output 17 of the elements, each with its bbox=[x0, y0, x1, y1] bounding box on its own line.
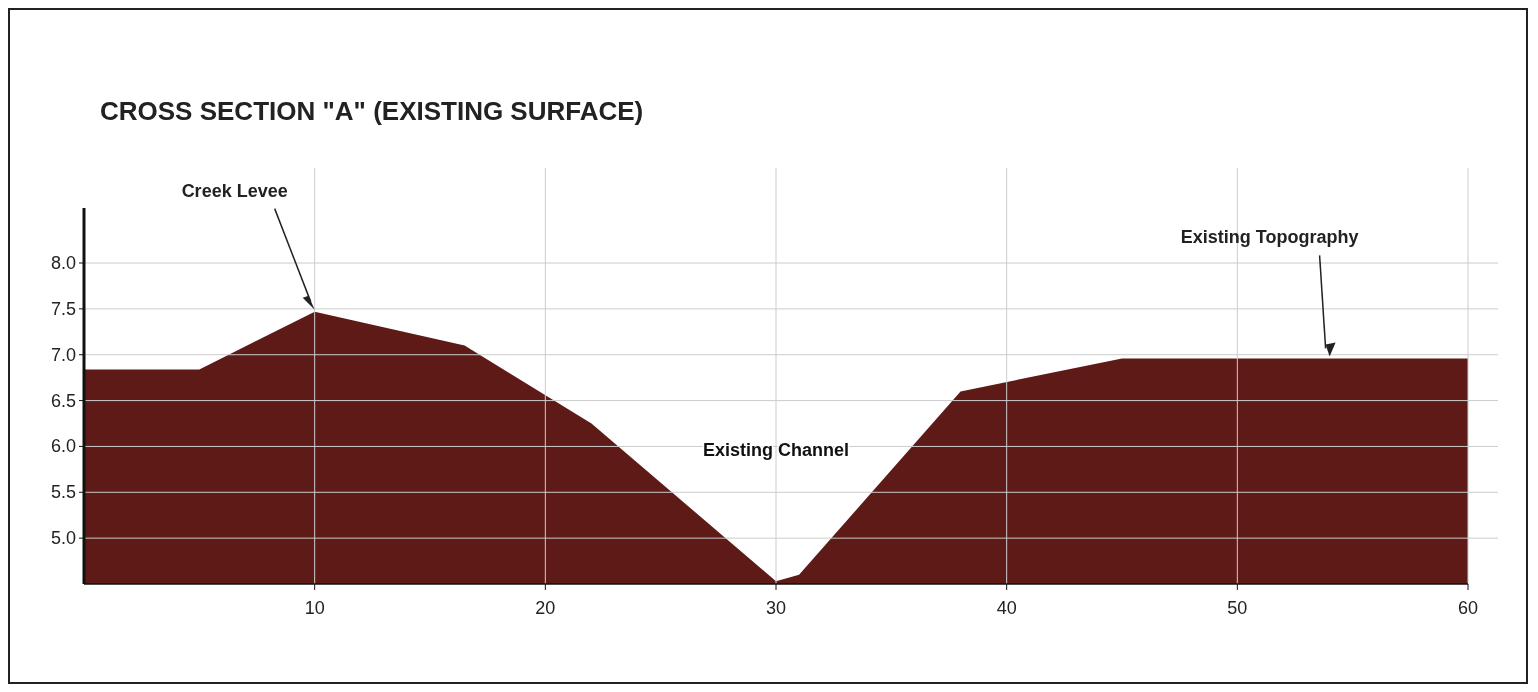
annotation: Existing Channel bbox=[702, 439, 850, 460]
x-tick-label: 40 bbox=[996, 598, 1017, 618]
y-tick-label: 8.0 bbox=[50, 253, 76, 274]
y-tick-label: 6.5 bbox=[50, 390, 76, 411]
y-tick-label: 5.5 bbox=[50, 482, 76, 503]
y-tick-label: 7.0 bbox=[50, 344, 76, 365]
y-tick-label: 6.0 bbox=[50, 436, 76, 457]
x-tick-label: 60 bbox=[1457, 598, 1479, 618]
x-tick-label: 10 bbox=[304, 598, 325, 618]
x-tick-label: 50 bbox=[1227, 598, 1248, 618]
y-tick-label: 7.5 bbox=[50, 298, 76, 319]
annotation: Existing Topography bbox=[1180, 227, 1359, 248]
x-tick-label: 20 bbox=[535, 598, 556, 618]
text: Creek Levee bbox=[181, 180, 288, 201]
chart-title: CROSS SECTION "A" (EXISTING SURFACE) bbox=[100, 96, 644, 126]
y-tick-label: 5.0 bbox=[50, 528, 76, 549]
x-tick-label: 30 bbox=[765, 598, 787, 618]
